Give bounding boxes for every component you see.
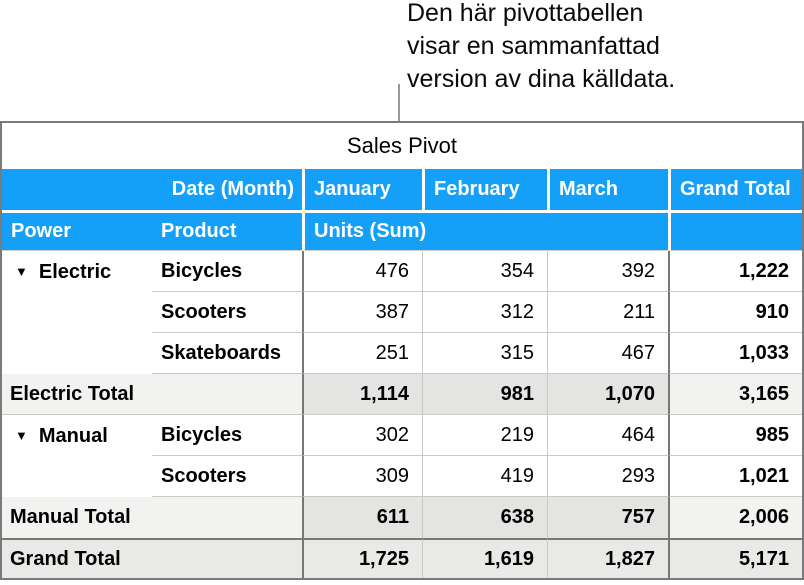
cell-group-grand-total[interactable]: 3,165: [668, 374, 802, 415]
table-row: ▼ Manual Bicycles 302 219 464 985: [2, 415, 802, 497]
cell-value[interactable]: 464: [547, 415, 668, 456]
pivot-table-container: Sales Pivot Date (Month) January Februar…: [0, 121, 804, 580]
table-row: Manual Total 611 638 757 2,006: [2, 497, 802, 538]
cell-group-total-value[interactable]: 611: [302, 497, 422, 538]
cell-group-total-label[interactable]: Electric Total: [2, 374, 302, 415]
group-cell-manual[interactable]: ▼ Manual: [2, 415, 152, 497]
callout-leader-line: [398, 84, 400, 122]
table-row: Scooters 387 312 211 910: [2, 292, 802, 333]
table-row: Sales Pivot: [2, 123, 802, 169]
cell-product[interactable]: Bicycles: [152, 415, 302, 456]
group-cell-electric[interactable]: ▼ Electric: [2, 251, 152, 374]
header-february[interactable]: February: [422, 169, 547, 213]
callout-line-2: visar en sammanfattad: [407, 32, 660, 60]
cell-grand-total-sum[interactable]: 5,171: [668, 538, 802, 578]
group-label: Electric: [38, 261, 112, 283]
table-row: ▼ Electric Bicycles 476 354 392 1,222: [2, 251, 802, 374]
cell-product[interactable]: Bicycles: [152, 251, 302, 292]
cell-value[interactable]: 312: [422, 292, 547, 333]
cell-grand-total-value[interactable]: 1,827: [547, 538, 668, 578]
cell-group-total-value[interactable]: 638: [422, 497, 547, 538]
header-january[interactable]: January: [302, 169, 422, 213]
header-march[interactable]: March: [547, 169, 668, 213]
cell-product[interactable]: Scooters: [152, 292, 302, 333]
cell-row-total[interactable]: 1,222: [668, 251, 802, 292]
cell-group-total-label[interactable]: Manual Total: [2, 497, 302, 538]
cell-row-total[interactable]: 910: [668, 292, 802, 333]
header-units-sum[interactable]: Units (Sum): [302, 213, 668, 251]
cell-row-total[interactable]: 1,033: [668, 333, 802, 374]
header-date-month[interactable]: Date (Month): [2, 169, 302, 213]
cell-grand-total-value[interactable]: 1,619: [422, 538, 547, 578]
cell-value[interactable]: 392: [547, 251, 668, 292]
cell-value[interactable]: 211: [547, 292, 668, 333]
cell-group-grand-total[interactable]: 2,006: [668, 497, 802, 538]
cell-row-total[interactable]: 1,021: [668, 456, 802, 497]
cell-group-total-value[interactable]: 1,070: [547, 374, 668, 415]
table-title[interactable]: Sales Pivot: [2, 123, 802, 169]
callout-line-1: Den här pivottabellen: [407, 0, 644, 27]
table-row: Skateboards 251 315 467 1,033: [2, 333, 802, 374]
cell-value[interactable]: 476: [302, 251, 422, 292]
callout-line-3: version av dina källdata.: [407, 65, 676, 93]
cell-row-total[interactable]: 985: [668, 415, 802, 456]
header-grand-total-empty[interactable]: [668, 213, 802, 251]
cell-value[interactable]: 419: [422, 456, 547, 497]
pivot-table: Sales Pivot Date (Month) January Februar…: [0, 121, 804, 580]
cell-value[interactable]: 309: [302, 456, 422, 497]
cell-value[interactable]: 251: [302, 333, 422, 374]
cell-product[interactable]: Scooters: [152, 456, 302, 497]
group-label: Manual: [38, 425, 108, 447]
cell-group-total-value[interactable]: 1,114: [302, 374, 422, 415]
table-row: Electric Total 1,114 981 1,070 3,165: [2, 374, 802, 415]
cell-grand-total-value[interactable]: 1,725: [302, 538, 422, 578]
table-row: Date (Month) January February March Gran…: [2, 169, 802, 213]
cell-value[interactable]: 387: [302, 292, 422, 333]
cell-value[interactable]: 293: [547, 456, 668, 497]
cell-group-total-value[interactable]: 757: [547, 497, 668, 538]
callout-text: Den här pivottabellen visar en sammanfat…: [407, 0, 675, 96]
table-row: Power Product Units (Sum): [2, 213, 802, 251]
cell-value[interactable]: 354: [422, 251, 547, 292]
cell-value[interactable]: 315: [422, 333, 547, 374]
disclosure-triangle-icon[interactable]: ▼: [15, 428, 28, 443]
cell-value[interactable]: 219: [422, 415, 547, 456]
disclosure-triangle-icon[interactable]: ▼: [15, 264, 28, 279]
cell-value[interactable]: 302: [302, 415, 422, 456]
cell-grand-total-label[interactable]: Grand Total: [2, 538, 302, 578]
cell-product[interactable]: Skateboards: [152, 333, 302, 374]
header-power[interactable]: Power: [2, 213, 152, 251]
table-row: Grand Total 1,725 1,619 1,827 5,171: [2, 538, 802, 578]
header-product[interactable]: Product: [152, 213, 302, 251]
table-row: Scooters 309 419 293 1,021: [2, 456, 802, 497]
cell-value[interactable]: 467: [547, 333, 668, 374]
cell-group-total-value[interactable]: 981: [422, 374, 547, 415]
header-grand-total[interactable]: Grand Total: [668, 169, 802, 213]
